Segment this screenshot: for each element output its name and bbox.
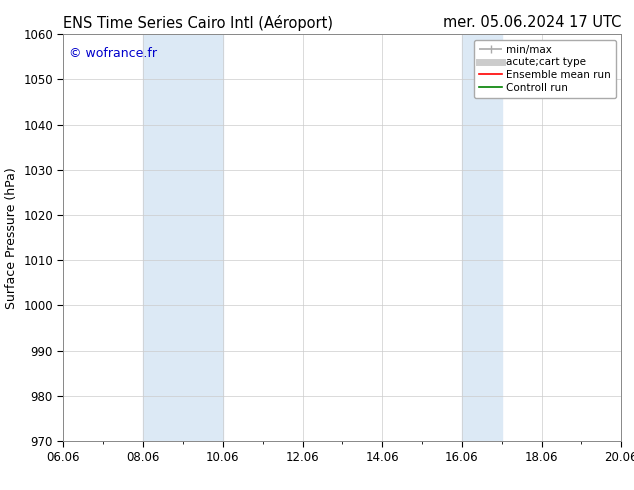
Bar [462, 34, 501, 441]
Bar [143, 34, 223, 441]
Y-axis label: Surface Pressure (hPa): Surface Pressure (hPa) [4, 167, 18, 309]
Text: ENS Time Series Cairo Intl (Aéroport): ENS Time Series Cairo Intl (Aéroport) [63, 15, 333, 31]
Text: mer. 05.06.2024 17 UTC: mer. 05.06.2024 17 UTC [443, 15, 621, 30]
Text: © wofrance.fr: © wofrance.fr [69, 47, 157, 59]
Legend: min/max, acute;cart type, Ensemble mean run, Controll run: min/max, acute;cart type, Ensemble mean … [474, 40, 616, 98]
